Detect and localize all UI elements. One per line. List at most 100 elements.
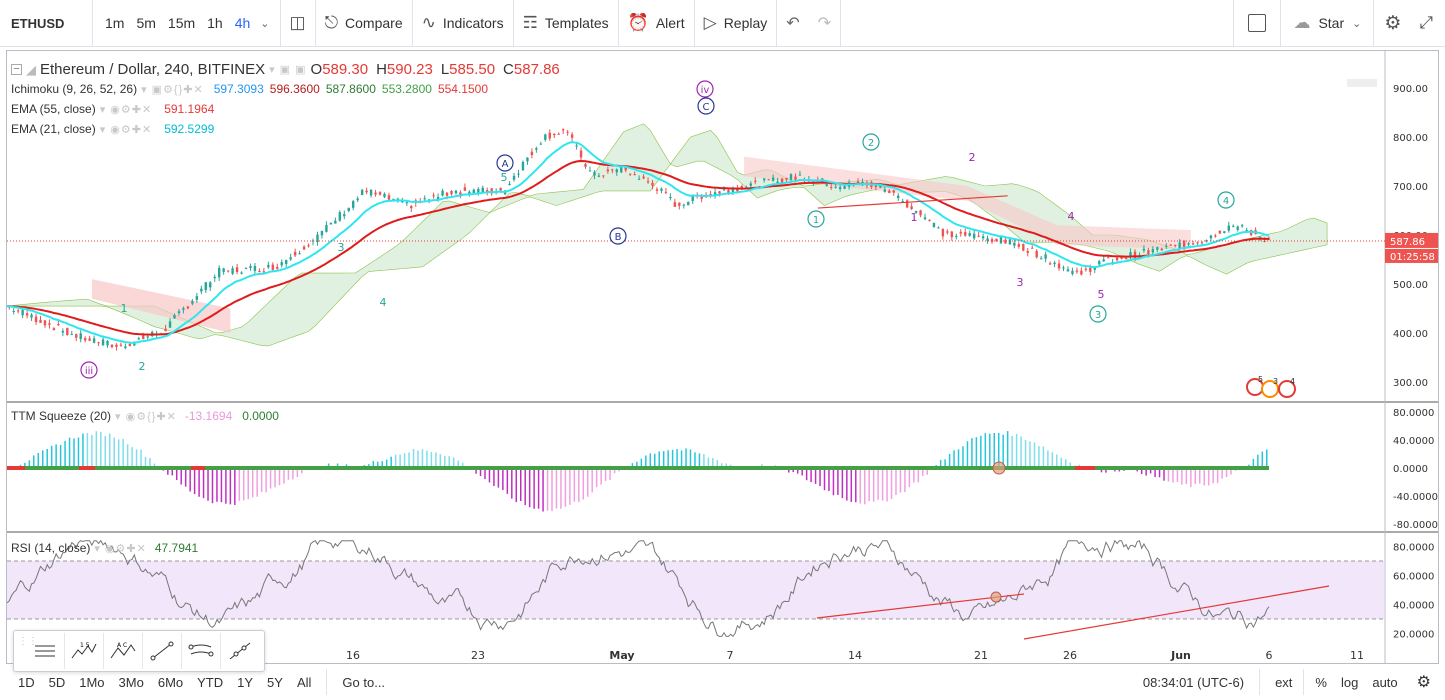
indicators-label: Indicators <box>442 15 504 31</box>
divider <box>1280 0 1282 46</box>
rsi-line <box>7 539 1270 638</box>
event-badge-label: 4 <box>1290 377 1295 386</box>
time-axis-label: 16 <box>346 649 360 662</box>
pane-controls <box>1347 79 1377 87</box>
parallel-channel-tool[interactable] <box>182 633 221 669</box>
range-6mo[interactable]: 6Mo <box>157 674 184 690</box>
timeframe-1h[interactable]: 1h <box>207 15 223 31</box>
study-buttons[interactable]: ▾ ◉⚙✚✕ <box>94 542 147 555</box>
range-5d[interactable]: 5D <box>48 674 66 690</box>
wave-label-1-minor: 1 <box>911 211 918 224</box>
study-buttons[interactable]: ▾ ◉⚙✚✕ <box>99 103 153 116</box>
redo-button[interactable]: ↷ <box>809 0 840 46</box>
candle-body <box>1013 242 1016 246</box>
ohlc-low-value: 585.50 <box>449 61 496 78</box>
rsi-legend[interactable]: RSI (14, close) ▾ ◉⚙✚✕ 47.7941 <box>11 541 198 555</box>
candles-style-button[interactable]: ◫ <box>281 0 315 46</box>
candle-body <box>1196 242 1199 244</box>
timeframe-15m[interactable]: 15m <box>167 15 196 31</box>
timeframe-4h[interactable]: 4h <box>234 15 251 31</box>
extended-hours-toggle[interactable]: ext <box>1275 674 1293 690</box>
settings-button[interactable]: ⚙ <box>1374 0 1411 46</box>
collapse-icon[interactable]: − <box>11 64 22 75</box>
candle-body <box>285 260 288 264</box>
candle-body <box>101 339 105 346</box>
compare-button[interactable]: ⎋ Compare <box>316 0 412 46</box>
candle-body <box>588 170 592 172</box>
goto-button[interactable]: Go to... <box>342 674 386 690</box>
candle-body <box>1214 235 1217 237</box>
templates-button[interactable]: ☶ Templates <box>514 0 618 46</box>
alert-button[interactable]: ⏰ Alert <box>619 0 694 46</box>
bottom-toolbar: 1D 5D 1Mo 3Mo 6Mo YTD 1Y 5Y All Go to...… <box>0 664 1445 700</box>
candle-body <box>593 171 596 176</box>
chevron-down-icon[interactable]: ⌄ <box>260 17 270 30</box>
candle-body <box>883 189 887 192</box>
main-series-legend: − ◢ Ethereum / Dollar, 240, BITFINEX ▾ ▣… <box>11 61 560 78</box>
time-axis-label: Jun <box>1170 649 1191 662</box>
ichimoku-legend[interactable]: Ichimoku (9, 26, 52, 26) ▾ ▣⚙{}✚✕ 597.30… <box>11 82 488 96</box>
chart-canvas[interactable]: 900.00800.00700.00600.00500.00400.00300.… <box>7 51 1439 664</box>
replay-button[interactable]: ▷ Replay <box>695 0 777 46</box>
flag-icon[interactable]: ◢ <box>26 61 36 77</box>
gear-icon[interactable]: ⚙ <box>1416 674 1431 691</box>
range-all[interactable]: All <box>296 674 312 690</box>
log-scale-toggle[interactable]: log <box>1340 674 1359 690</box>
range-5y[interactable]: 5Y <box>267 674 283 690</box>
study-buttons[interactable]: ▾ ◉⚙{}✚✕ <box>115 410 177 423</box>
ema55-legend[interactable]: EMA (55, close) ▾ ◉⚙✚✕ 591.1964 <box>11 102 214 116</box>
fullscreen-button[interactable]: ⤢ <box>1411 0 1445 46</box>
candle-body <box>1004 239 1007 244</box>
wave-label-4: 4 <box>380 296 387 309</box>
watchlist-star-button[interactable]: ☁ Star ⌄ <box>1281 0 1373 46</box>
candle-body <box>901 201 904 203</box>
legend-buttons[interactable]: ▾ ▣ ▣ <box>269 64 307 76</box>
range-ytd[interactable]: YTD <box>197 674 224 690</box>
candle-body <box>97 342 100 344</box>
candle-body <box>838 187 842 190</box>
clock[interactable]: 08:34:01 (UTC-6) <box>1142 674 1245 690</box>
candle-body <box>235 267 239 273</box>
trend-line-tool[interactable] <box>143 633 182 669</box>
timeframe-1m[interactable]: 1m <box>105 15 125 31</box>
candle-body <box>602 175 605 177</box>
chart-area[interactable]: 900.00800.00700.00600.00500.00400.00300.… <box>6 50 1439 664</box>
range-3mo[interactable]: 3Mo <box>118 674 144 690</box>
ttm-legend[interactable]: TTM Squeeze (20) ▾ ◉⚙{}✚✕ -13.1694 0.000… <box>11 409 279 423</box>
candle-body <box>946 231 949 233</box>
abcd-pattern-tool[interactable]: A C <box>104 633 143 669</box>
elliott-impulse-tool[interactable]: 1 5 <box>65 633 104 669</box>
ichimoku-value-3: 553.2800 <box>381 82 432 96</box>
candle-body <box>410 206 413 209</box>
ttm-axis-label: 80.0000 <box>1393 408 1434 419</box>
candle-body <box>34 316 38 323</box>
candle-body <box>396 198 400 200</box>
symbol-search[interactable]: ETHUSD <box>0 0 92 46</box>
indicators-button[interactable]: ∿ Indicators <box>413 0 513 46</box>
candle-body <box>700 195 703 199</box>
auto-scale-toggle[interactable]: auto <box>1372 674 1398 690</box>
drag-handle[interactable]: ⋮⋮ <box>18 636 38 647</box>
ema55-line <box>7 159 1270 336</box>
candle-body <box>43 320 47 326</box>
extended-line-tool[interactable] <box>221 633 259 669</box>
percent-scale-toggle[interactable]: % <box>1315 674 1327 690</box>
range-1y[interactable]: 1Y <box>237 674 254 690</box>
horizontal-lines-tool[interactable] <box>26 633 65 669</box>
candle-body <box>182 308 185 310</box>
study-buttons[interactable]: ▾ ◉⚙✚✕ <box>99 123 153 136</box>
timeframe-5m[interactable]: 5m <box>136 15 156 31</box>
fullscreen-box-button[interactable] <box>1234 0 1280 46</box>
undo-button[interactable]: ↶ <box>777 0 808 46</box>
range-1d[interactable]: 1D <box>18 674 35 690</box>
candle-body <box>1062 267 1065 269</box>
event-badge-label: 5 <box>1258 375 1263 384</box>
study-buttons[interactable]: ▾ ▣⚙{}✚✕ <box>141 83 204 96</box>
candle-body <box>293 251 297 256</box>
candle-body <box>472 189 476 194</box>
range-buttons: 1D 5D 1Mo 3Mo 6Mo YTD 1Y 5Y All <box>0 675 318 690</box>
range-1mo[interactable]: 1Mo <box>79 674 105 690</box>
ichimoku-value-2: 587.8600 <box>325 82 376 96</box>
candle-body <box>655 189 659 191</box>
ema21-legend[interactable]: EMA (21, close) ▾ ◉⚙✚✕ 592.5299 <box>11 122 214 136</box>
